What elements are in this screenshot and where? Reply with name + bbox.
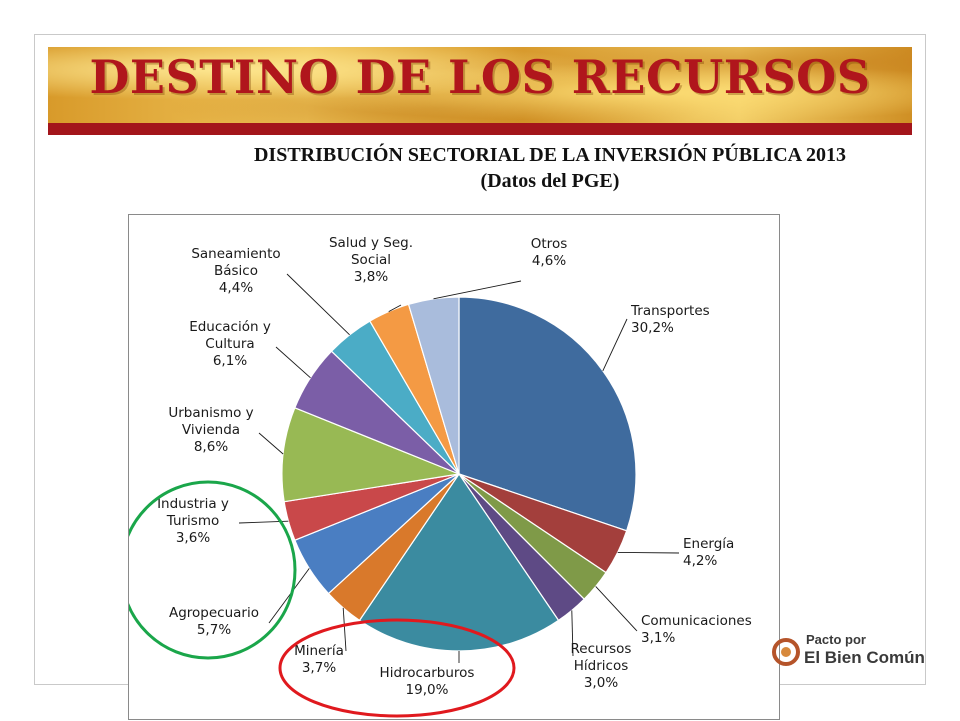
data-label-hidrocarburos: Hidrocarburos 19,0% bbox=[380, 665, 475, 698]
data-label-urbanismo-y-vivienda: Urbanismo y Vivienda 8,6% bbox=[168, 405, 253, 455]
data-label-agropecuario: Agropecuario 5,7% bbox=[169, 605, 259, 638]
highlight-ellipse-1 bbox=[129, 480, 297, 660]
pie-chart-container: Transportes 30,2% Energía 4,2% Comunicacione… bbox=[128, 214, 780, 720]
leader-line-otros bbox=[433, 280, 522, 300]
data-label-energia: Energía 4,2% bbox=[683, 536, 734, 569]
pie-slice-hidrocarburos bbox=[358, 472, 560, 652]
data-label-recursos-hidricos: Recursos Hídricos 3,0% bbox=[571, 641, 632, 691]
leader-line-agropecuario bbox=[268, 568, 310, 624]
title-underline-bar bbox=[48, 123, 912, 135]
pie-slice-otros bbox=[407, 296, 460, 475]
subtitle-line-2: (Datos del PGE) bbox=[480, 170, 620, 192]
leader-line-transportes bbox=[602, 318, 628, 372]
logo-emblem-icon bbox=[772, 638, 800, 666]
leader-line-saneamiento-basico bbox=[286, 273, 350, 336]
data-label-mineria: Minería 3,7% bbox=[294, 643, 344, 676]
data-label-transportes: Transportes 30,2% bbox=[630, 303, 710, 336]
pie-slice-urbanismo-y-vivienda bbox=[281, 407, 462, 503]
slide-title: DESTINO DE LOS RECURSOS bbox=[89, 50, 871, 104]
data-label-saneamiento-basico: Saneamiento Básico 4,4% bbox=[191, 246, 280, 296]
title-banner bbox=[48, 47, 912, 123]
leader-line-salud-y-seg-social bbox=[388, 304, 402, 312]
leader-line-comunicaciones bbox=[595, 586, 638, 632]
data-label-salud-y-seg-social: Salud y Seg. Social 3,8% bbox=[329, 235, 413, 285]
pacto-logo: Pacto por El Bien Común bbox=[772, 628, 925, 680]
leader-line-recursos-hidricos bbox=[571, 610, 574, 657]
data-label-otros: Otros 4,6% bbox=[531, 236, 567, 269]
data-label-comunicaciones: Comunicaciones 3,1% bbox=[641, 613, 752, 646]
pie-chart: Transportes 30,2% Energía 4,2% Comunicacione… bbox=[129, 235, 752, 718]
highlight-ellipse-2 bbox=[278, 618, 516, 718]
data-label-industria-y-turismo: Industria y Turismo 3,6% bbox=[157, 496, 229, 546]
leader-line-educacion-y-cultura bbox=[275, 346, 311, 379]
leader-line-urbanismo-y-vivienda bbox=[258, 432, 284, 455]
chart-subtitle: DISTRIBUCIÓN SECTORIAL DE LA INVERSIÓN P… bbox=[120, 142, 960, 194]
data-label-educacion-y-cultura: Educación y Cultura 6,1% bbox=[189, 319, 271, 369]
subtitle-line-1: DISTRIBUCIÓN SECTORIAL DE LA INVERSIÓN P… bbox=[253, 144, 846, 166]
logo-text-top: Pacto por bbox=[806, 632, 866, 647]
pie-slice-transportes bbox=[458, 296, 637, 532]
leader-line-energia bbox=[617, 551, 680, 554]
logo-text-bottom: El Bien Común bbox=[804, 648, 925, 667]
leader-line-mineria bbox=[342, 607, 347, 652]
